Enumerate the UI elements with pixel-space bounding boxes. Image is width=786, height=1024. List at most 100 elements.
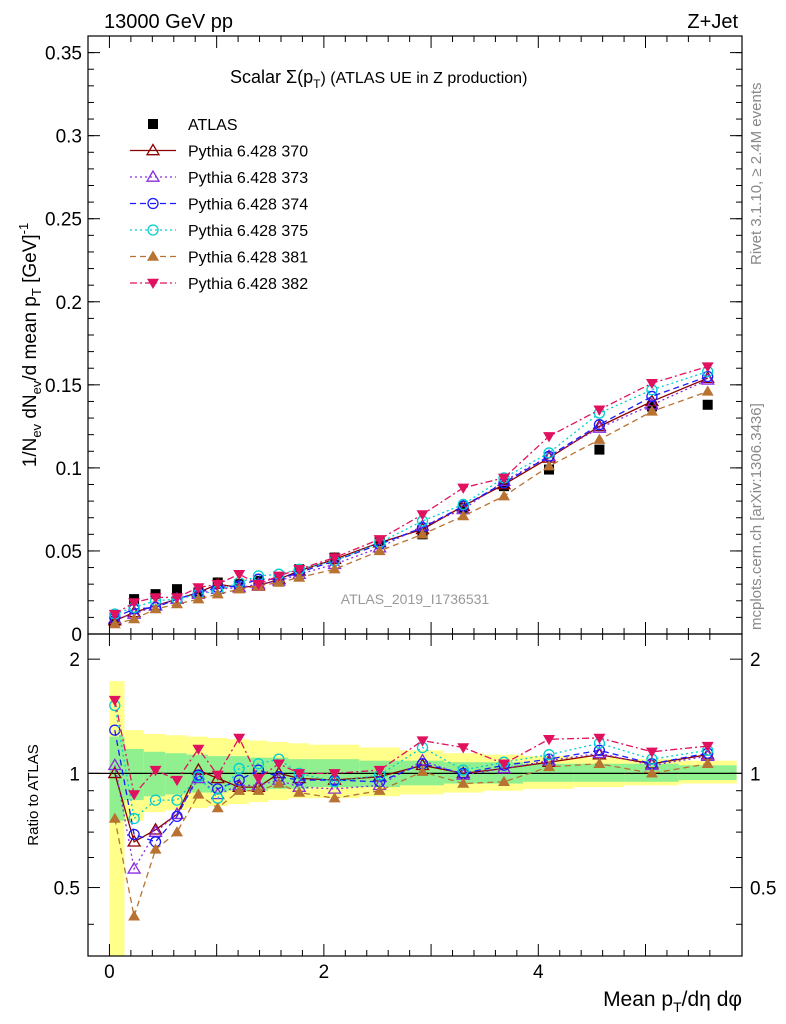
ratio-data-point xyxy=(171,794,183,806)
green-band-bin xyxy=(124,748,144,801)
main-series-4 xyxy=(109,365,714,620)
main-series-line xyxy=(114,365,708,615)
ratio-data-point xyxy=(149,843,162,854)
main-series-5 xyxy=(108,385,714,629)
legend-entry: Pythia 6.428 381 xyxy=(130,250,308,267)
main-data-point xyxy=(497,490,510,501)
ratio-data-point xyxy=(211,802,224,813)
ratio-data-point xyxy=(328,792,341,803)
ratio-data-point xyxy=(701,757,714,768)
main-data-point xyxy=(701,362,714,373)
ratio-data-point xyxy=(272,759,285,770)
main-data-point xyxy=(149,593,162,604)
main-y-axis-label: 1/Nev dNev/d mean pT [GeV]-1 xyxy=(16,223,44,468)
legend-entry: Pythia 6.428 382 xyxy=(130,276,308,293)
ratio-series-4 xyxy=(108,757,714,921)
ratio-data-point xyxy=(293,769,306,780)
legend-entry: Pythia 6.428 373 xyxy=(130,169,308,187)
main-data-point xyxy=(593,405,606,416)
main-data-point xyxy=(594,444,605,455)
ratio-data-point xyxy=(169,807,185,820)
ratio-data-point xyxy=(373,765,386,777)
main-data-point xyxy=(457,498,469,511)
main-data-point xyxy=(272,571,285,582)
main-y-tick-label: 0.25 xyxy=(45,210,82,231)
legend-label: Pythia 6.428 374 xyxy=(188,197,308,214)
ratio-data-point xyxy=(170,775,183,787)
ratio-data-point xyxy=(543,735,556,746)
main-data-point xyxy=(416,510,429,521)
main-data-point xyxy=(252,579,265,591)
process-label: Z+Jet xyxy=(687,11,738,33)
main-data-point xyxy=(373,544,386,556)
main-data-point xyxy=(128,598,141,609)
ratio-data-point xyxy=(593,757,606,768)
ratio-data-point xyxy=(170,826,183,837)
legend-marker xyxy=(147,224,159,236)
ratio-data-point xyxy=(416,736,429,747)
ratio-data-point xyxy=(233,784,246,795)
ratio-data-point xyxy=(252,758,265,770)
ratio-data-point xyxy=(497,775,510,787)
ratio-data-point xyxy=(148,822,163,835)
main-data-point xyxy=(149,603,162,614)
ratio-data-point xyxy=(252,774,265,785)
main-y-tick-label: 0.05 xyxy=(45,542,82,563)
main-data-point xyxy=(328,563,341,574)
ratio-data-point xyxy=(457,743,470,754)
ratio-data-point xyxy=(192,788,205,799)
main-data-point xyxy=(646,390,658,403)
main-data-point xyxy=(171,584,182,595)
collision-label: 13000 GeV pp xyxy=(104,11,233,33)
main-data-point xyxy=(496,477,512,490)
main-data-point xyxy=(458,502,469,513)
main-data-point xyxy=(700,372,715,385)
main-data-point xyxy=(498,481,509,492)
main-y-tick-label: 0.35 xyxy=(45,44,82,65)
ratio-panel-series xyxy=(88,695,742,921)
main-data-point xyxy=(233,570,246,581)
main-data-point xyxy=(108,609,121,621)
main-data-point xyxy=(543,447,555,459)
main-data-point xyxy=(233,583,246,594)
legend-label: Pythia 6.428 370 xyxy=(188,144,308,161)
ratio-data-point xyxy=(497,759,510,770)
analysis-watermark: ATLAS_2019_I1736531 xyxy=(341,591,490,607)
main-data-point xyxy=(645,378,658,390)
ratio-data-point xyxy=(109,724,121,736)
legend-entry: Pythia 6.428 375 xyxy=(130,223,308,240)
ratio-y-tick-label-right: 0.5 xyxy=(750,879,776,900)
main-y-tick-label: 0.2 xyxy=(56,293,82,314)
ratio-data-point xyxy=(645,747,658,758)
main-data-point xyxy=(128,613,141,624)
ratio-data-point xyxy=(233,733,246,744)
plot-title: Scalar Σ(pT) (ATLAS UE in Z production) xyxy=(230,67,527,91)
mcplots-label: mcplots.cern.ch [arXiv:1306.3436] xyxy=(748,403,765,630)
main-data-point xyxy=(645,405,658,416)
main-data-point xyxy=(543,460,556,471)
ratio-y-axis-label: Ratio to ATLAS xyxy=(25,744,42,845)
legend-marker xyxy=(148,119,158,129)
main-y-tick-label: 0.1 xyxy=(56,459,82,480)
ratio-data-point xyxy=(543,760,556,772)
main-y-tick-label: 0.15 xyxy=(45,376,82,397)
main-data-point xyxy=(457,483,470,494)
plot-title-symbol: Σ(p xyxy=(286,67,313,87)
axes-layer: 0 0.05 0.1 0.15 0.2 0.25 0.3 0.35 0 2 4 0.5 0.5 1 1 2 2 xyxy=(45,35,776,983)
main-data-point xyxy=(192,583,205,594)
plot-title-prefix: Scalar xyxy=(230,67,286,87)
ratio-data-point xyxy=(210,771,225,784)
main-data-point xyxy=(211,579,224,591)
ratio-data-point xyxy=(327,772,342,785)
ratio-data-point xyxy=(373,784,386,795)
main-data-point xyxy=(192,593,205,604)
ratio-data-point xyxy=(233,762,245,775)
ratio-data-point xyxy=(293,786,306,797)
main-series-line xyxy=(114,379,708,620)
ratio-data-point xyxy=(107,758,122,771)
ratio-y-tick-label-right: 1 xyxy=(750,764,761,785)
legend-entry: Pythia 6.428 370 xyxy=(130,143,308,161)
legend-marker xyxy=(145,143,161,156)
ratio-y-tick-label: 0.5 xyxy=(54,879,80,900)
legend-label: Pythia 6.428 381 xyxy=(188,250,308,267)
